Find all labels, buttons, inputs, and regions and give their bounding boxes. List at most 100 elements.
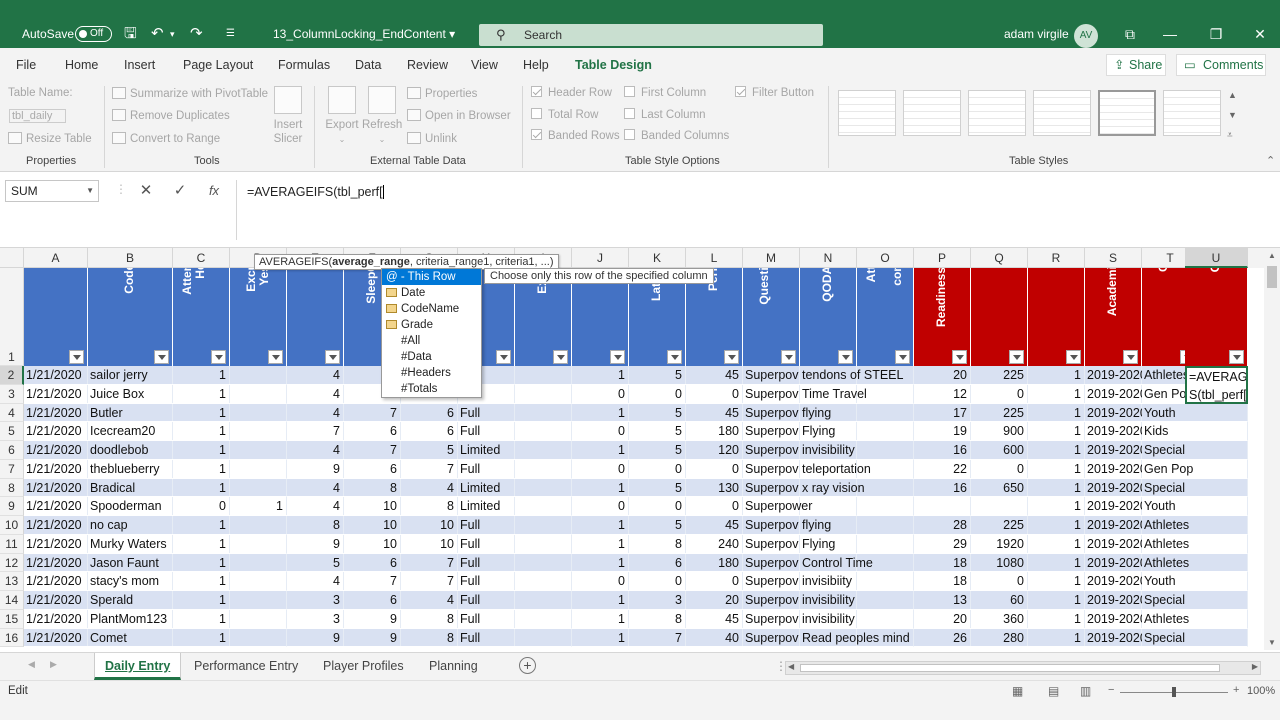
table-name-input[interactable]: tbl_daily: [9, 109, 66, 123]
cell-cohort[interactable]: Special: [1142, 591, 1199, 610]
cell-att[interactable]: 1: [173, 516, 230, 535]
cell-stress[interactable]: 5: [287, 554, 344, 573]
scroll-down-icon[interactable]: ▼: [1268, 638, 1276, 647]
table-cell[interactable]: [857, 366, 914, 385]
cell-ans[interactable]: flying: [800, 404, 857, 423]
cell-h[interactable]: 5: [401, 441, 458, 460]
column-header-n[interactable]: N: [800, 248, 857, 268]
cell-ex[interactable]: 1: [572, 404, 629, 423]
cell-date[interactable]: 1/21/2020: [24, 460, 88, 479]
row-header[interactable]: 6: [0, 441, 24, 460]
cell-cohort[interactable]: Athletes: [1142, 535, 1199, 554]
tab-help[interactable]: Help: [523, 58, 549, 72]
table-cell[interactable]: [230, 422, 287, 441]
horizontal-scrollbar[interactable]: ◀ ▶: [785, 661, 1261, 675]
cell-sleep[interactable]: 7: [344, 441, 401, 460]
cell-year[interactable]: 2019-2020: [1085, 535, 1142, 554]
cell-code[interactable]: sailor jerry: [88, 366, 173, 385]
undo-dropdown-icon[interactable]: ▾: [170, 29, 175, 39]
cell-att[interactable]: 1: [173, 479, 230, 498]
table-cell[interactable]: [857, 422, 914, 441]
cell-lr[interactable]: 0: [629, 385, 686, 404]
row-header[interactable]: 8: [0, 478, 24, 498]
zoom-in-icon[interactable]: +: [1233, 684, 1240, 696]
cell-ans[interactable]: flying: [800, 516, 857, 535]
table-cell[interactable]: [1185, 403, 1248, 423]
cell-ans[interactable]: Flying: [800, 535, 857, 554]
cell-year[interactable]: 2019-2020: [1085, 366, 1142, 385]
cell-i[interactable]: Limited: [458, 441, 515, 460]
table-cell[interactable]: [857, 478, 914, 498]
cell-ld[interactable]: 0: [686, 497, 743, 516]
cell-code[interactable]: Spooderman: [88, 497, 173, 516]
table-cell[interactable]: [515, 441, 572, 460]
cell-lr[interactable]: 7: [629, 629, 686, 648]
cell-qod[interactable]: Superpov: [743, 404, 800, 423]
cell-cohort[interactable]: Gen Pop: [1142, 385, 1199, 404]
cell-ones[interactable]: 1: [1028, 460, 1085, 479]
table-cell[interactable]: [230, 478, 287, 498]
filter-dropdown-icon[interactable]: [496, 350, 511, 364]
cell-year[interactable]: 2019-2020: [1085, 441, 1142, 460]
cell-sleep[interactable]: 10: [344, 516, 401, 535]
cell-ones[interactable]: 1: [1028, 629, 1085, 648]
cell-i[interactable]: Full: [458, 460, 515, 479]
cell-srpe[interactable]: 0: [971, 460, 1028, 479]
undo-icon[interactable]: ↶: [151, 25, 164, 42]
table-header-cell[interactable]: LatestR: [572, 268, 629, 366]
cell-code[interactable]: Jason Faunt: [88, 554, 173, 573]
cell-sleep[interactable]: 6: [344, 422, 401, 441]
cell-ans[interactable]: x ray vision: [800, 479, 865, 498]
row-header[interactable]: 13: [0, 572, 24, 591]
scroll-left-icon[interactable]: ◀: [788, 662, 795, 671]
cell-ld[interactable]: 40: [686, 629, 743, 648]
table-cell[interactable]: [857, 403, 914, 423]
insert-slicer-button[interactable]: Insert Slicer: [270, 86, 306, 146]
cell-sleep[interactable]: 6: [344, 591, 401, 610]
tab-file[interactable]: File: [16, 58, 37, 72]
cell-year[interactable]: 2019-2020: [1085, 479, 1142, 498]
cell-ld[interactable]: 0: [686, 385, 743, 404]
cell-exc[interactable]: 1: [230, 497, 287, 516]
cell-srpe[interactable]: 0: [971, 572, 1028, 591]
column-header-q[interactable]: Q: [971, 248, 1028, 268]
filter-dropdown-icon[interactable]: [553, 350, 568, 364]
table-header-cell[interactable]: Attendance (1 = Here, 0 = Not here): [173, 268, 230, 366]
table-cell[interactable]: [515, 459, 572, 479]
cell-att[interactable]: 1: [173, 422, 230, 441]
filter-dropdown-icon[interactable]: [1009, 350, 1024, 364]
save-icon[interactable]: 🖫: [124, 25, 137, 42]
column-header-u[interactable]: U: [1185, 248, 1248, 268]
cell-att[interactable]: 1: [173, 460, 230, 479]
cell-lr[interactable]: 5: [629, 441, 686, 460]
cell-year[interactable]: 2019-2020: [1085, 554, 1142, 573]
cell-ex[interactable]: 1: [572, 441, 629, 460]
cell-ready[interactable]: 19: [914, 422, 971, 441]
cell-att[interactable]: 1: [173, 535, 230, 554]
cell-year[interactable]: 2019-2020: [1085, 422, 1142, 441]
cell-date[interactable]: 1/21/2020: [24, 516, 88, 535]
cell-att[interactable]: 1: [173, 441, 230, 460]
table-cell[interactable]: [857, 553, 914, 573]
row-header[interactable]: 12: [0, 553, 24, 573]
cell-qod[interactable]: Superpov: [743, 479, 800, 498]
cell-qod[interactable]: Superpov: [743, 422, 800, 441]
row-header[interactable]: 9: [0, 497, 24, 516]
filter-dropdown-icon[interactable]: [1229, 350, 1244, 364]
table-cell[interactable]: [515, 478, 572, 498]
cell-cohort[interactable]: Athletes: [1142, 554, 1199, 573]
cell-qod[interactable]: Superpov: [743, 516, 800, 535]
close-icon[interactable]: ✕: [1254, 26, 1266, 42]
cell-code[interactable]: Murky Waters: [88, 535, 173, 554]
scroll-right-icon[interactable]: ▶: [1251, 662, 1258, 671]
row-header[interactable]: 2: [0, 366, 24, 385]
unlink-button[interactable]: Unlink: [407, 132, 457, 145]
cell-date[interactable]: 1/21/2020: [24, 554, 88, 573]
cell-year[interactable]: 2019-2020: [1085, 460, 1142, 479]
table-cell[interactable]: [1185, 422, 1248, 441]
table-cell[interactable]: [857, 628, 914, 648]
sheet-tab-performance-entry[interactable]: Performance Entry: [194, 659, 299, 673]
table-header-cell[interactable]: LatestDurati: [629, 268, 686, 366]
cell-ans[interactable]: invisibility: [800, 441, 857, 460]
table-cell[interactable]: [230, 553, 287, 573]
